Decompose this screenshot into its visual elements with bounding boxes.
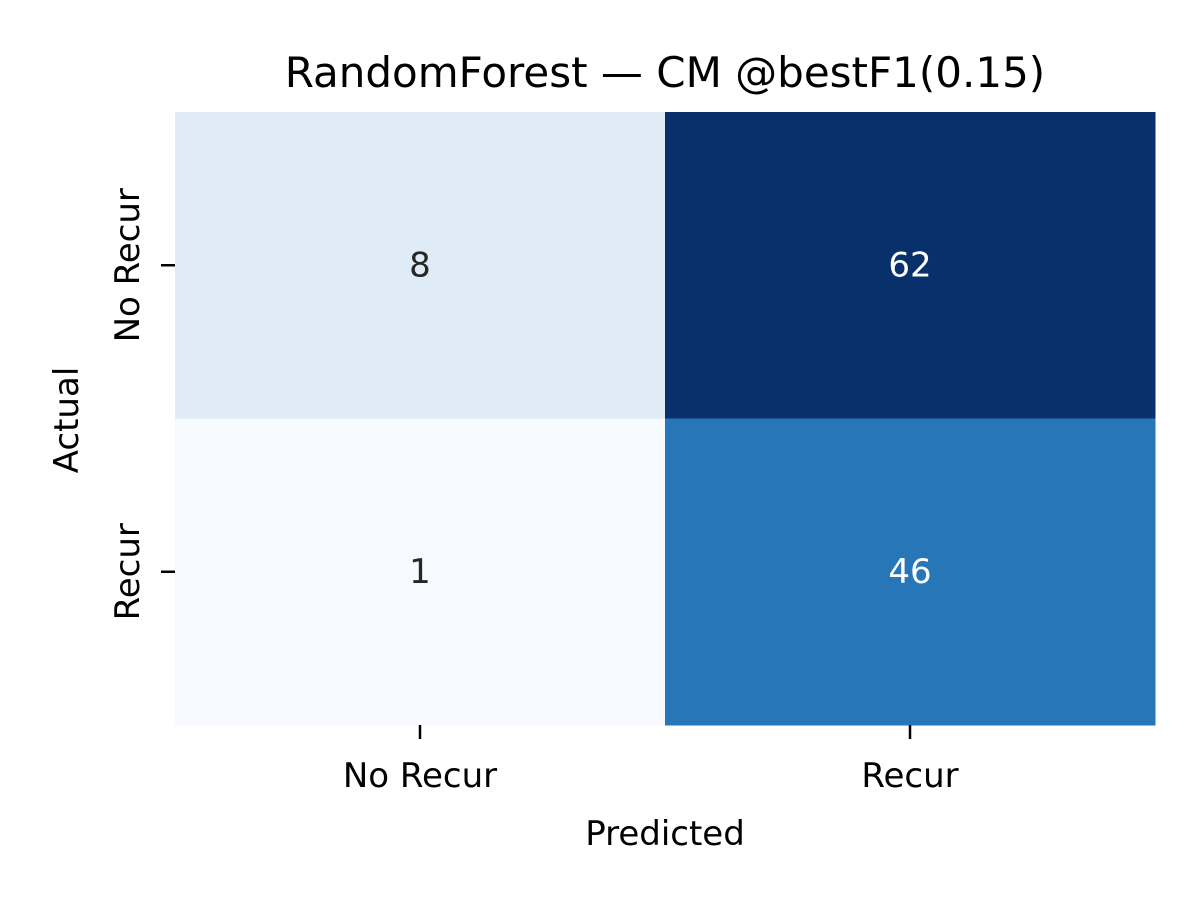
heatmap-cell-r1-c0	[175, 418, 666, 726]
heatmap-cell-labels: 8 62 1 46	[409, 245, 931, 592]
y-axis-label: Actual	[47, 367, 87, 474]
heatmap-cell-r0-c0	[175, 112, 666, 419]
cell-value-r0-c1: 62	[888, 245, 931, 285]
y-tick-label-0: No Recur	[108, 188, 148, 342]
heatmap-cell-r0-c1	[665, 112, 1156, 419]
heatmap-cell-r1-c1	[665, 418, 1156, 726]
y-tick-label-1: Recur	[108, 523, 148, 620]
x-tick-label-0: No Recur	[343, 756, 497, 796]
cell-value-r0-c0: 8	[409, 245, 431, 285]
x-axis-label: Predicted	[585, 814, 745, 854]
cell-value-r1-c1: 46	[888, 552, 931, 592]
cell-value-r1-c0: 1	[409, 552, 431, 592]
x-axis-ticks: No Recur Recur	[343, 725, 959, 796]
heatmap-cells	[175, 112, 1156, 726]
chart-title: RandomForest — CM @bestF1(0.15)	[285, 48, 1045, 97]
x-tick-label-1: Recur	[861, 756, 958, 796]
y-axis-ticks: No Recur Recur	[108, 188, 175, 620]
